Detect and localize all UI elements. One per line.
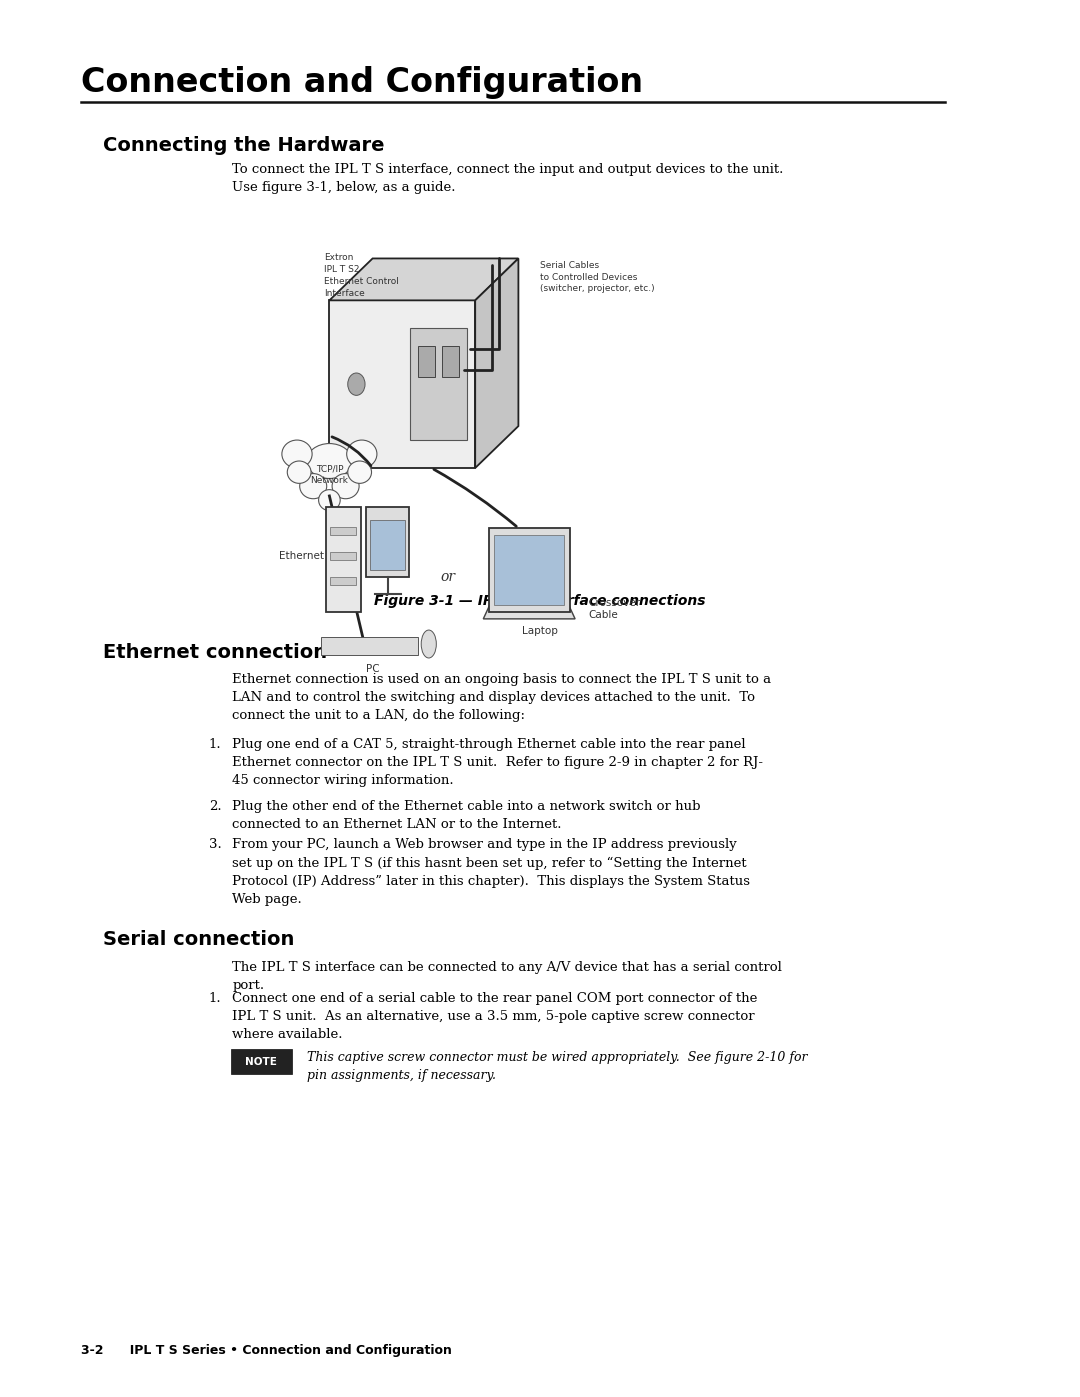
- FancyBboxPatch shape: [326, 507, 361, 612]
- Text: 1.: 1.: [208, 992, 221, 1004]
- Ellipse shape: [287, 461, 311, 483]
- Text: 3.: 3.: [208, 838, 221, 851]
- Polygon shape: [410, 328, 467, 440]
- Text: 1.: 1.: [208, 738, 221, 750]
- Text: Ethernet: Ethernet: [279, 550, 324, 562]
- Ellipse shape: [421, 630, 436, 658]
- FancyBboxPatch shape: [330, 552, 356, 560]
- Text: Connect one end of a serial cable to the rear panel COM port connector of the
IP: Connect one end of a serial cable to the…: [232, 992, 757, 1041]
- Polygon shape: [329, 258, 518, 300]
- Text: Laptop: Laptop: [522, 626, 558, 636]
- Text: Serial Cables
to Controlled Devices
(switcher, projector, etc.): Serial Cables to Controlled Devices (swi…: [540, 261, 654, 293]
- Ellipse shape: [333, 474, 359, 499]
- Polygon shape: [329, 300, 475, 468]
- Ellipse shape: [348, 461, 372, 483]
- Ellipse shape: [347, 440, 377, 468]
- FancyBboxPatch shape: [321, 637, 418, 655]
- Polygon shape: [475, 258, 518, 468]
- Circle shape: [348, 373, 365, 395]
- Text: 2.: 2.: [208, 800, 221, 813]
- Ellipse shape: [307, 444, 352, 479]
- Text: or: or: [441, 570, 456, 584]
- FancyBboxPatch shape: [370, 520, 405, 570]
- Text: Figure 3-1 — IPL T S interface connections: Figure 3-1 — IPL T S interface connectio…: [375, 594, 705, 608]
- FancyBboxPatch shape: [442, 346, 459, 377]
- Text: NOTE: NOTE: [245, 1056, 278, 1067]
- Ellipse shape: [319, 490, 340, 511]
- Text: TCP/IP
Network: TCP/IP Network: [310, 465, 349, 485]
- Text: Plug one end of a CAT 5, straight-through Ethernet cable into the rear panel
Eth: Plug one end of a CAT 5, straight-throug…: [232, 738, 764, 787]
- Text: This captive screw connector must be wired appropriately.  See figure 2-10 for
p: This captive screw connector must be wir…: [307, 1051, 807, 1081]
- Text: From your PC, launch a Web browser and type in the IP address previously
set up : From your PC, launch a Web browser and t…: [232, 838, 751, 905]
- Text: PC: PC: [366, 664, 379, 673]
- FancyBboxPatch shape: [330, 577, 356, 585]
- FancyBboxPatch shape: [330, 527, 356, 535]
- Text: Connecting the Hardware: Connecting the Hardware: [103, 136, 384, 155]
- FancyBboxPatch shape: [495, 535, 564, 605]
- FancyBboxPatch shape: [366, 507, 409, 577]
- Text: Ethernet connection is used on an ongoing basis to connect the IPL T S unit to a: Ethernet connection is used on an ongoin…: [232, 673, 771, 722]
- Text: Extron
IPL T S2
Ethernet Control
Interface: Extron IPL T S2 Ethernet Control Interfa…: [324, 253, 399, 298]
- Text: Serial connection: Serial connection: [103, 930, 294, 950]
- FancyBboxPatch shape: [488, 528, 570, 612]
- Text: The IPL T S interface can be connected to any A/V device that has a serial contr: The IPL T S interface can be connected t…: [232, 961, 782, 992]
- FancyBboxPatch shape: [231, 1049, 292, 1074]
- Text: Ethernet connection: Ethernet connection: [103, 643, 327, 662]
- Text: Connection and Configuration: Connection and Configuration: [81, 66, 643, 99]
- Text: Plug the other end of the Ethernet cable into a network switch or hub
connected : Plug the other end of the Ethernet cable…: [232, 800, 701, 831]
- Ellipse shape: [282, 440, 312, 468]
- FancyBboxPatch shape: [418, 346, 435, 377]
- Polygon shape: [484, 605, 576, 619]
- Text: Crossover
Cable: Crossover Cable: [589, 598, 640, 620]
- Ellipse shape: [300, 474, 326, 499]
- Text: 3-2      IPL T S Series • Connection and Configuration: 3-2 IPL T S Series • Connection and Conf…: [81, 1344, 451, 1356]
- Text: To connect the IPL T S interface, connect the input and output devices to the un: To connect the IPL T S interface, connec…: [232, 163, 784, 194]
